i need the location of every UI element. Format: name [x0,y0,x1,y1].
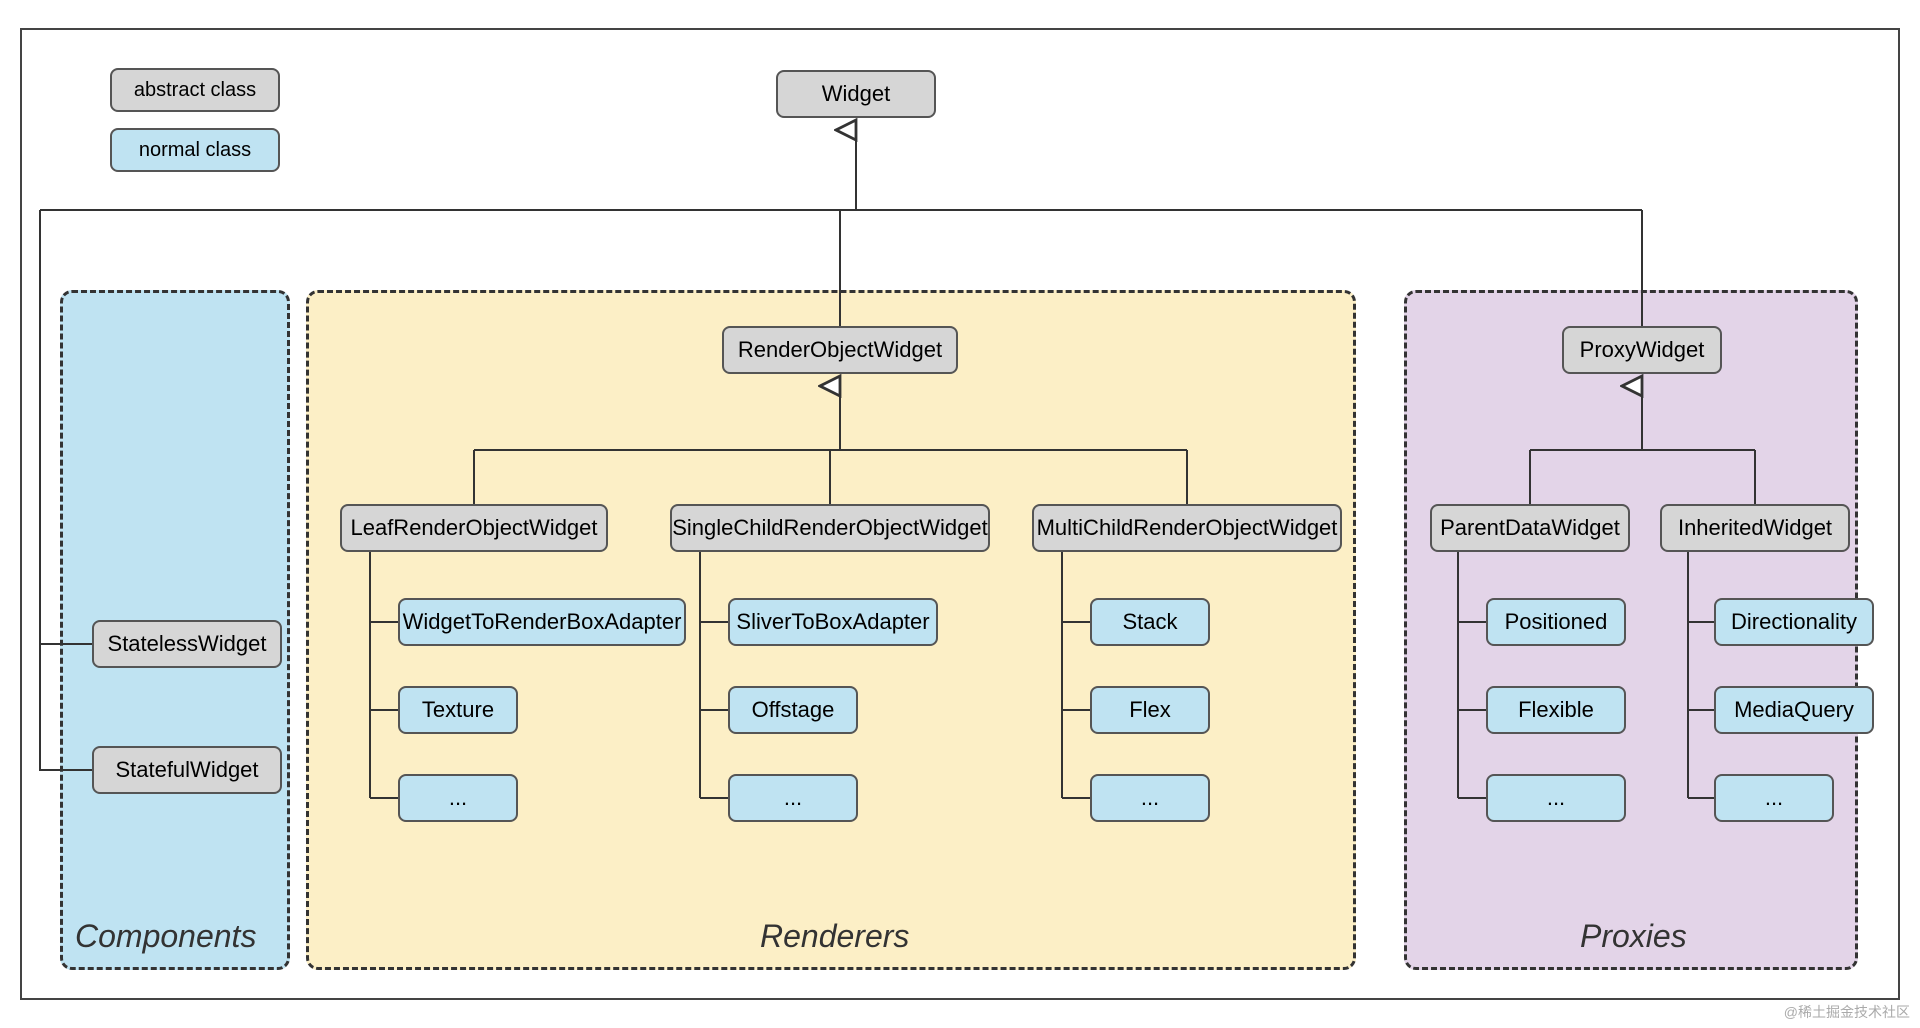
node-parent_c1: Flexible [1486,686,1626,734]
group-label-proxies: Proxies [1580,918,1687,955]
node-parent_c0: Positioned [1486,598,1626,646]
node-single_c2: ... [728,774,858,822]
group-label-components: Components [75,918,256,955]
node-multi_c0: Stack [1090,598,1210,646]
node-inh_c0: Directionality [1714,598,1874,646]
node-parent_c2: ... [1486,774,1626,822]
node-leaf_c0: WidgetToRenderBoxAdapter [398,598,686,646]
node-multi_c1: Flex [1090,686,1210,734]
node-renderObjectWidget: RenderObjectWidget [722,326,958,374]
node-multiChildROW: MultiChildRenderObjectWidget [1032,504,1342,552]
node-leaf_c2: ... [398,774,518,822]
node-leafROW: LeafRenderObjectWidget [340,504,608,552]
node-leaf_c1: Texture [398,686,518,734]
group-label-renderers: Renderers [760,918,909,955]
node-widget: Widget [776,70,936,118]
node-single_c0: SliverToBoxAdapter [728,598,938,646]
legend-item-0: abstract class [110,68,280,112]
node-statelessWidget: StatelessWidget [92,620,282,668]
node-multi_c2: ... [1090,774,1210,822]
legend-item-1: normal class [110,128,280,172]
node-parentDataWidget: ParentDataWidget [1430,504,1630,552]
node-inh_c2: ... [1714,774,1834,822]
watermark: @稀土掘金技术社区 [1784,1002,1910,1022]
node-proxyWidget: ProxyWidget [1562,326,1722,374]
node-single_c1: Offstage [728,686,858,734]
node-inheritedWidget: InheritedWidget [1660,504,1850,552]
node-inh_c1: MediaQuery [1714,686,1874,734]
node-statefulWidget: StatefulWidget [92,746,282,794]
node-singleChildROW: SingleChildRenderObjectWidget [670,504,990,552]
